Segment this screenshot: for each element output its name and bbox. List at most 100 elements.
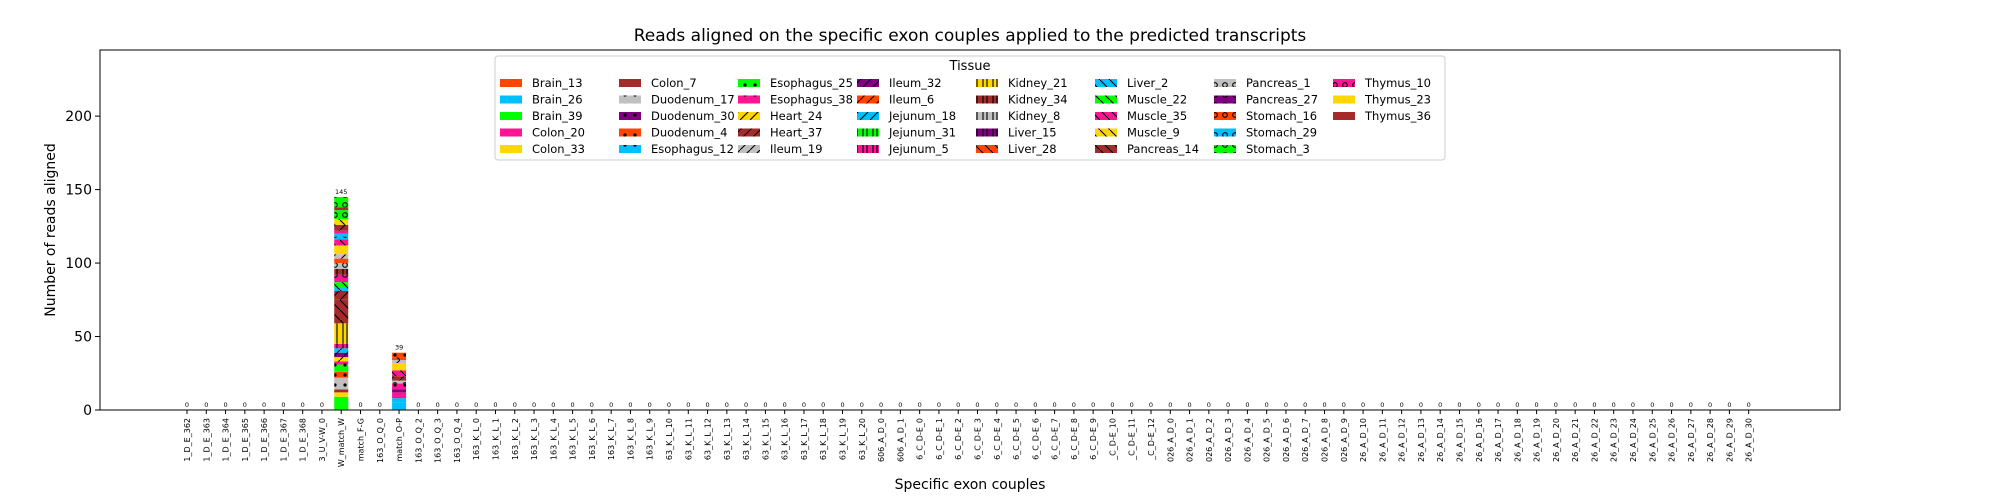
legend-swatch-Thymus_10 <box>1333 79 1355 87</box>
legend-swatch-Liver_28 <box>976 145 998 153</box>
data-label-28: 0 <box>725 401 729 409</box>
bar-segment-W_match_W-24 <box>334 233 349 237</box>
x-tick-label-38: 6_C_D-E_0 <box>916 418 925 460</box>
bar-segment-match_O-P-5 <box>392 380 407 384</box>
bars-layer <box>334 196 407 410</box>
bar-segment-match_O-P-3 <box>392 389 407 393</box>
legend-swatch-Pancreas_27 <box>1214 95 1236 104</box>
legend-swatch-Jejunum_5 <box>857 145 879 153</box>
data-label-1: 0 <box>204 401 208 409</box>
legend-label-Esophagus_12: Esophagus_12 <box>651 142 734 156</box>
x-tick-label-55: 026_A_D_4 <box>1243 418 1252 462</box>
x-tick-label-52: 026_A_D_1 <box>1186 418 1195 462</box>
legend-label-Brain_39: Brain_39 <box>532 109 583 123</box>
data-label-12: 0 <box>416 401 420 409</box>
x-tick-label-21: 163_K_L_6 <box>588 418 597 460</box>
x-tick-label-47: 6_C_D-E_9 <box>1089 418 1098 460</box>
bar-segment-match_O-P-6 <box>392 376 407 381</box>
legend-label-Esophagus_25: Esophagus_25 <box>770 76 853 90</box>
bar-segment-match_O-P-10 <box>392 357 407 361</box>
x-tick-label-80: 26_A_D_29 <box>1725 418 1734 462</box>
bar-segment-W_match_W-21 <box>334 245 349 255</box>
data-label-23: 0 <box>628 401 632 409</box>
legend-swatch-Muscle_22 <box>1095 95 1117 104</box>
legend-label-Colon_20: Colon_20 <box>532 126 585 140</box>
x-tick-label-68: 26_A_D_17 <box>1494 418 1503 462</box>
x-tick-label-69: 26_A_D_18 <box>1513 418 1522 462</box>
legend-label-Kidney_21: Kidney_21 <box>1008 76 1068 90</box>
legend-swatch-Brain_13 <box>500 79 522 87</box>
legend-label-Colon_33: Colon_33 <box>532 142 585 156</box>
bar-segment-W_match_W-30 <box>334 196 349 208</box>
data-label-25: 0 <box>667 401 671 409</box>
legend-label-Heart_37: Heart_37 <box>770 126 822 140</box>
data-label-57: 0 <box>1284 401 1288 409</box>
legend-label-Jejunum_5: Jejunum_5 <box>888 142 949 156</box>
data-label-43: 0 <box>1014 401 1018 409</box>
x-tick-label-45: 6_C_D-E_7 <box>1051 418 1060 460</box>
bar-segment-W_match_W-13 <box>334 290 349 300</box>
bar-segment-W_match_W-22 <box>334 239 349 246</box>
data-label-39: 0 <box>937 401 941 409</box>
bar-segment-W_match_W-7 <box>334 357 349 362</box>
x-tick-label-73: 26_A_D_22 <box>1590 418 1599 462</box>
bar-segment-W_match_W-12 <box>334 299 349 324</box>
x-tick-label-81: 26_A_D_30 <box>1745 418 1754 462</box>
legend-swatch-Jejunum_18 <box>857 112 879 120</box>
x-tick-label-62: 26_A_D_11 <box>1378 418 1387 462</box>
data-label-42: 0 <box>995 401 999 409</box>
data-label-19: 0 <box>551 401 555 409</box>
legend-label-Jejunum_31: Jejunum_31 <box>888 126 956 140</box>
legend-swatch-Thymus_36 <box>1333 112 1355 120</box>
x-ticks-layer: 1_D_E_362 1_D_E_363 1_D_E_364 1_D_E_365 1_D_… <box>183 410 1754 467</box>
bar-segment-W_match_W-3 <box>334 377 349 390</box>
bar-segment-W_match_W-16 <box>334 274 349 283</box>
legend-swatch-Ileum_19 <box>738 145 760 153</box>
x-tick-label-49: _C_D-E_11 <box>1128 418 1137 461</box>
legend-swatch-Ileum_6 <box>857 95 879 104</box>
legend-swatch-Liver_2 <box>1095 79 1117 87</box>
legend-swatch-Esophagus_12 <box>619 145 641 153</box>
y-axis-label: Number of reads aligned <box>43 143 59 317</box>
legend-label-Liver_15: Liver_15 <box>1008 126 1057 140</box>
data-label-49: 0 <box>1130 401 1134 409</box>
bar-segment-W_match_W-4 <box>334 371 349 378</box>
legend-swatch-Liver_15 <box>976 128 998 137</box>
legend-swatch-Brain_39 <box>500 112 522 120</box>
data-label-20: 0 <box>571 401 575 409</box>
bar-segment-W_match_W-28 <box>334 210 349 219</box>
bar-segment-match_O-P-0 <box>392 402 407 410</box>
x-tick-label-65: 26_A_D_14 <box>1436 418 1445 462</box>
x-axis-label: Specific exon couples <box>895 477 1046 493</box>
x-tick-label-77: 26_A_D_26 <box>1668 418 1677 462</box>
bar-segment-W_match_W-25 <box>334 230 349 234</box>
legend-swatch-Kidney_21 <box>976 79 998 87</box>
data-label-48: 0 <box>1110 401 1114 409</box>
legend-label-Muscle_9: Muscle_9 <box>1127 126 1180 140</box>
legend-swatch-Muscle_35 <box>1095 112 1117 120</box>
data-label-60: 0 <box>1342 401 1346 409</box>
data-label-58: 0 <box>1303 401 1307 409</box>
data-label-35: 0 <box>860 401 864 409</box>
data-label-26: 0 <box>686 401 690 409</box>
x-tick-label-60: 026_A_D_9 <box>1340 418 1349 462</box>
data-label-17: 0 <box>513 401 517 409</box>
data-label-47: 0 <box>1091 401 1095 409</box>
legend-label-Thymus_10: Thymus_10 <box>1364 76 1431 90</box>
x-tick-label-4: 1_D_E_366 <box>260 418 269 462</box>
x-tick-label-43: 6_C_D-E_5 <box>1012 418 1021 460</box>
x-tick-label-67: 26_A_D_16 <box>1475 418 1484 462</box>
x-tick-label-64: 26_A_D_13 <box>1417 418 1426 462</box>
data-label-59: 0 <box>1322 401 1326 409</box>
x-tick-label-37: 606_A_D_1 <box>896 418 905 462</box>
legend-label-Muscle_22: Muscle_22 <box>1127 93 1187 107</box>
data-label-33: 0 <box>821 401 825 409</box>
legend-label-Pancreas_1: Pancreas_1 <box>1246 76 1311 90</box>
y-tick-label-0: 0 <box>83 403 92 419</box>
data-label-27: 0 <box>705 401 709 409</box>
legend-label-Ileum_6: Ileum_6 <box>889 93 934 107</box>
legend-label-Duodenum_4: Duodenum_4 <box>651 126 727 140</box>
bar-segment-W_match_W-2 <box>334 389 349 393</box>
legend-swatch-Colon_33 <box>500 145 522 153</box>
